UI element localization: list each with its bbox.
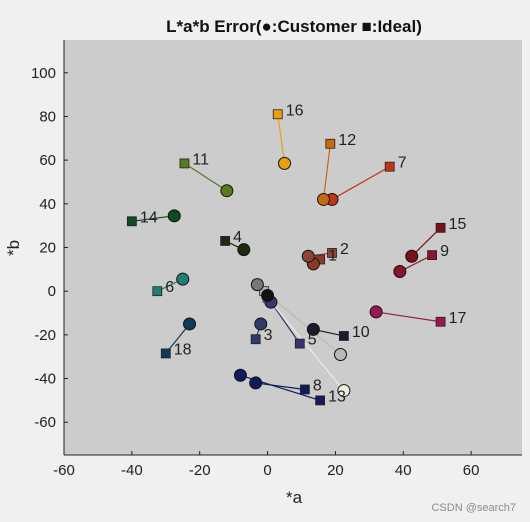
ideal-marker xyxy=(152,286,163,297)
customer-marker xyxy=(278,156,292,170)
ideal-marker xyxy=(327,248,337,258)
ideal-marker xyxy=(160,348,171,359)
customer-marker xyxy=(183,317,197,331)
y-tick-label: -40 xyxy=(34,371,56,388)
customer-marker xyxy=(369,305,383,319)
error-line xyxy=(331,166,390,200)
customer-marker xyxy=(220,184,234,198)
point-label: 10 xyxy=(352,324,370,341)
ideal-marker xyxy=(220,236,231,246)
customer-marker xyxy=(254,317,268,331)
customer-marker xyxy=(176,272,190,286)
y-ticks: -60 -40 -20 0 20 40 60 80 100 xyxy=(31,65,68,431)
y-axis-label: *b xyxy=(4,240,23,256)
y-tick-label: 100 xyxy=(31,65,56,82)
customer-marker xyxy=(250,278,264,292)
customer-marker xyxy=(249,376,263,390)
y-tick-label: 40 xyxy=(39,196,56,213)
ideal-marker xyxy=(299,384,310,395)
ideal-marker xyxy=(250,334,261,345)
error-line xyxy=(184,162,228,192)
plot-area xyxy=(64,40,522,455)
customer-marker xyxy=(301,249,315,263)
x-tick-label: 60 xyxy=(463,462,480,479)
error-line xyxy=(270,301,301,344)
point-label: 2 xyxy=(340,241,349,258)
x-tick-label: -40 xyxy=(121,462,143,479)
watermark: CSDN @search7 xyxy=(431,502,516,514)
point-label: 15 xyxy=(449,216,467,233)
ideal-marker xyxy=(384,161,395,172)
x-tick-label: 40 xyxy=(395,462,412,479)
customer-marker xyxy=(261,289,275,303)
point-label: 4 xyxy=(233,229,242,246)
x-tick-label: -20 xyxy=(189,462,211,479)
ideal-marker xyxy=(435,316,446,327)
ideal-marker xyxy=(435,222,446,233)
point-label: 16 xyxy=(286,102,304,119)
point-label: 11 xyxy=(192,151,209,168)
x-ticks: -60 -40 -20 0 20 40 60 xyxy=(53,451,479,479)
ideal-marker xyxy=(294,338,305,349)
customer-marker xyxy=(337,384,351,398)
ideal-marker xyxy=(325,138,336,149)
x-tick-label: 20 xyxy=(327,462,344,479)
customer-marker xyxy=(393,265,407,279)
y-tick-label: 0 xyxy=(48,283,56,300)
customer-marker xyxy=(405,249,419,263)
ideal-marker xyxy=(315,395,326,406)
customer-marker xyxy=(233,368,247,382)
error-line xyxy=(376,311,441,323)
ideal-marker xyxy=(338,331,349,341)
point-label: 13 xyxy=(328,388,346,405)
point-label: 6 xyxy=(165,279,174,296)
ideal-marker xyxy=(427,250,437,261)
point-label: 17 xyxy=(449,310,467,327)
point-label: 1 xyxy=(328,248,337,265)
error-line xyxy=(255,382,305,391)
point-label: 18 xyxy=(174,341,192,358)
y-tick-label: -60 xyxy=(34,414,56,431)
error-line xyxy=(277,114,286,164)
customer-marker xyxy=(167,209,181,223)
customer-marker xyxy=(333,348,347,362)
y-tick-label: 20 xyxy=(39,240,56,257)
error-line xyxy=(131,215,175,222)
error-line xyxy=(267,297,345,391)
customer-marker xyxy=(237,243,251,257)
customer-markers xyxy=(167,156,419,398)
x-tick-label: -60 xyxy=(53,462,75,479)
point-label: 3 xyxy=(264,327,273,344)
point-label: 8 xyxy=(313,377,322,394)
point-label: 7 xyxy=(398,155,407,172)
customer-marker xyxy=(317,192,331,206)
customer-marker xyxy=(306,322,320,336)
x-axis-label: *a xyxy=(286,488,303,507)
ideal-marker xyxy=(126,216,137,227)
error-line xyxy=(322,143,331,200)
ideal-marker xyxy=(179,158,190,169)
point-label: 14 xyxy=(140,209,158,226)
point-label: 12 xyxy=(338,132,356,149)
y-tick-label: -20 xyxy=(34,327,56,344)
point-label: 5 xyxy=(308,332,317,349)
x-tick-label: 0 xyxy=(263,462,271,479)
y-tick-label: 60 xyxy=(39,152,56,169)
chart-title: L*a*b Error(●:Customer ■:Ideal) xyxy=(166,17,422,36)
point-label: 9 xyxy=(440,243,449,260)
ideal-marker xyxy=(272,109,283,120)
y-tick-label: 80 xyxy=(39,108,56,125)
